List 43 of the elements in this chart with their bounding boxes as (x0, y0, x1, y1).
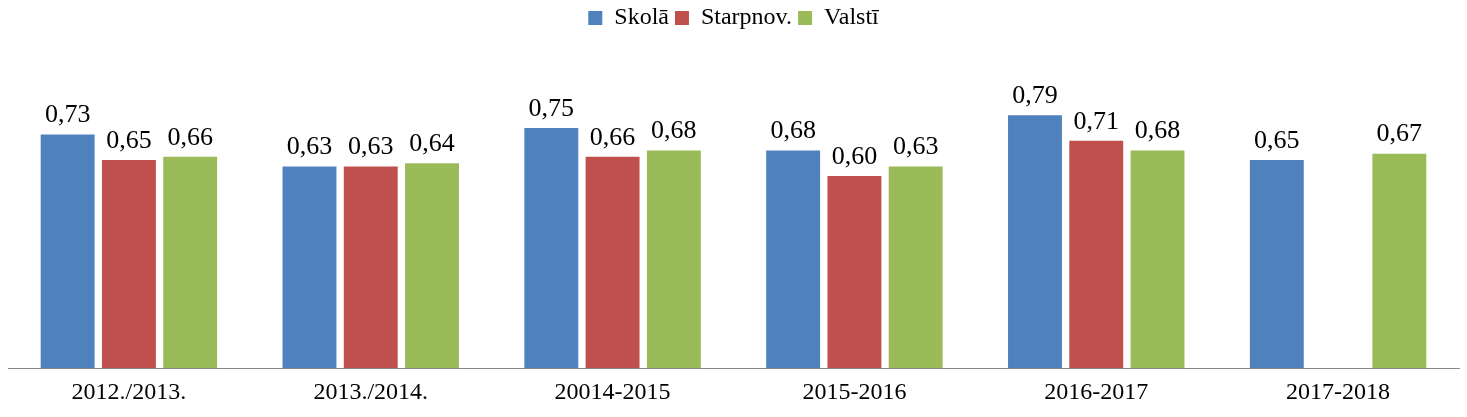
bar (1069, 140, 1124, 369)
bar (585, 156, 640, 369)
bar (163, 156, 218, 369)
legend-label: Skolā (614, 3, 670, 30)
data-label: 0,68 (770, 115, 816, 145)
bar (524, 128, 579, 369)
data-label: 0,66 (167, 121, 213, 151)
bar (282, 166, 337, 369)
bar (405, 163, 459, 369)
data-label: 0,63 (892, 131, 939, 161)
bar (827, 176, 882, 369)
data-label: 0,68 (651, 115, 697, 145)
data-label: 0,71 (1073, 105, 1119, 135)
data-label: 0,64 (409, 128, 455, 158)
bar (766, 150, 821, 369)
legend-label: Starpnov. (700, 3, 793, 30)
data-label: 0,68 (1134, 115, 1181, 145)
x-tick-label: 20014-2015 (554, 377, 671, 404)
data-label: 0,60 (831, 140, 878, 170)
legend-label: Valstī (824, 3, 881, 30)
bar (888, 166, 943, 369)
data-label: 0,65 (1254, 124, 1300, 154)
bar (101, 160, 156, 369)
data-label: 0,63 (286, 131, 333, 161)
data-label: 0,63 (348, 131, 394, 161)
data-label: 0,75 (528, 92, 575, 122)
x-tick-label: 2013./2014. (313, 377, 429, 404)
data-label: 0,65 (106, 124, 152, 154)
x-tick-label: 2012./2013. (71, 377, 187, 404)
bar (1372, 153, 1427, 369)
bar (1008, 115, 1062, 369)
data-label: 0,73 (44, 99, 91, 129)
data-label: 0,67 (1376, 118, 1423, 148)
bar (1130, 150, 1185, 369)
bar (646, 150, 701, 369)
data-label: 0,66 (589, 121, 636, 151)
x-tick-label: 2016-2017 (1044, 377, 1149, 404)
x-tick-label: 2015-2016 (802, 377, 907, 404)
data-label: 0,79 (1012, 80, 1058, 110)
bar (40, 134, 95, 369)
x-tick-label: 2017-2018 (1286, 377, 1391, 404)
bar (1249, 160, 1304, 369)
bar (343, 166, 398, 369)
